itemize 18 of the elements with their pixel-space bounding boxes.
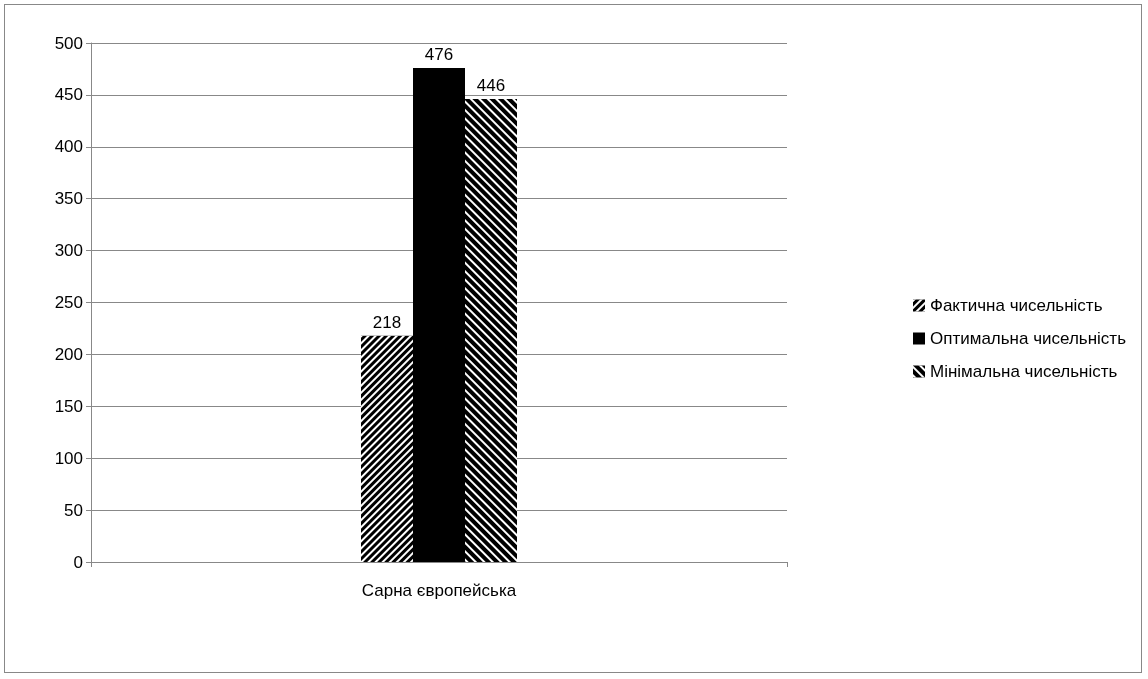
y-tick-label: 50: [64, 500, 83, 520]
y-tick-label: 200: [54, 344, 83, 364]
y-tick-label: 500: [54, 33, 83, 53]
legend-label: Мінімальна чисельність: [929, 362, 1118, 381]
legend-label: Фактична чисельність: [929, 296, 1103, 315]
y-tick-label: 0: [73, 552, 83, 572]
y-tick-label: 250: [54, 293, 83, 312]
x-tick-label: Сарна європейська: [361, 581, 517, 600]
data-label: 218: [372, 312, 402, 332]
data-label: 476: [424, 44, 454, 64]
legend-label: Оптимальна чисельність: [929, 329, 1127, 348]
y-tick-label: 450: [54, 85, 83, 105]
y-tick-label: 100: [54, 448, 83, 468]
y-tick-label: 400: [54, 137, 83, 157]
y-tick-label: 300: [54, 241, 83, 261]
y-tick-label: 350: [54, 189, 83, 209]
y-tick-label: 150: [54, 396, 83, 416]
data-label: 446: [476, 76, 506, 96]
